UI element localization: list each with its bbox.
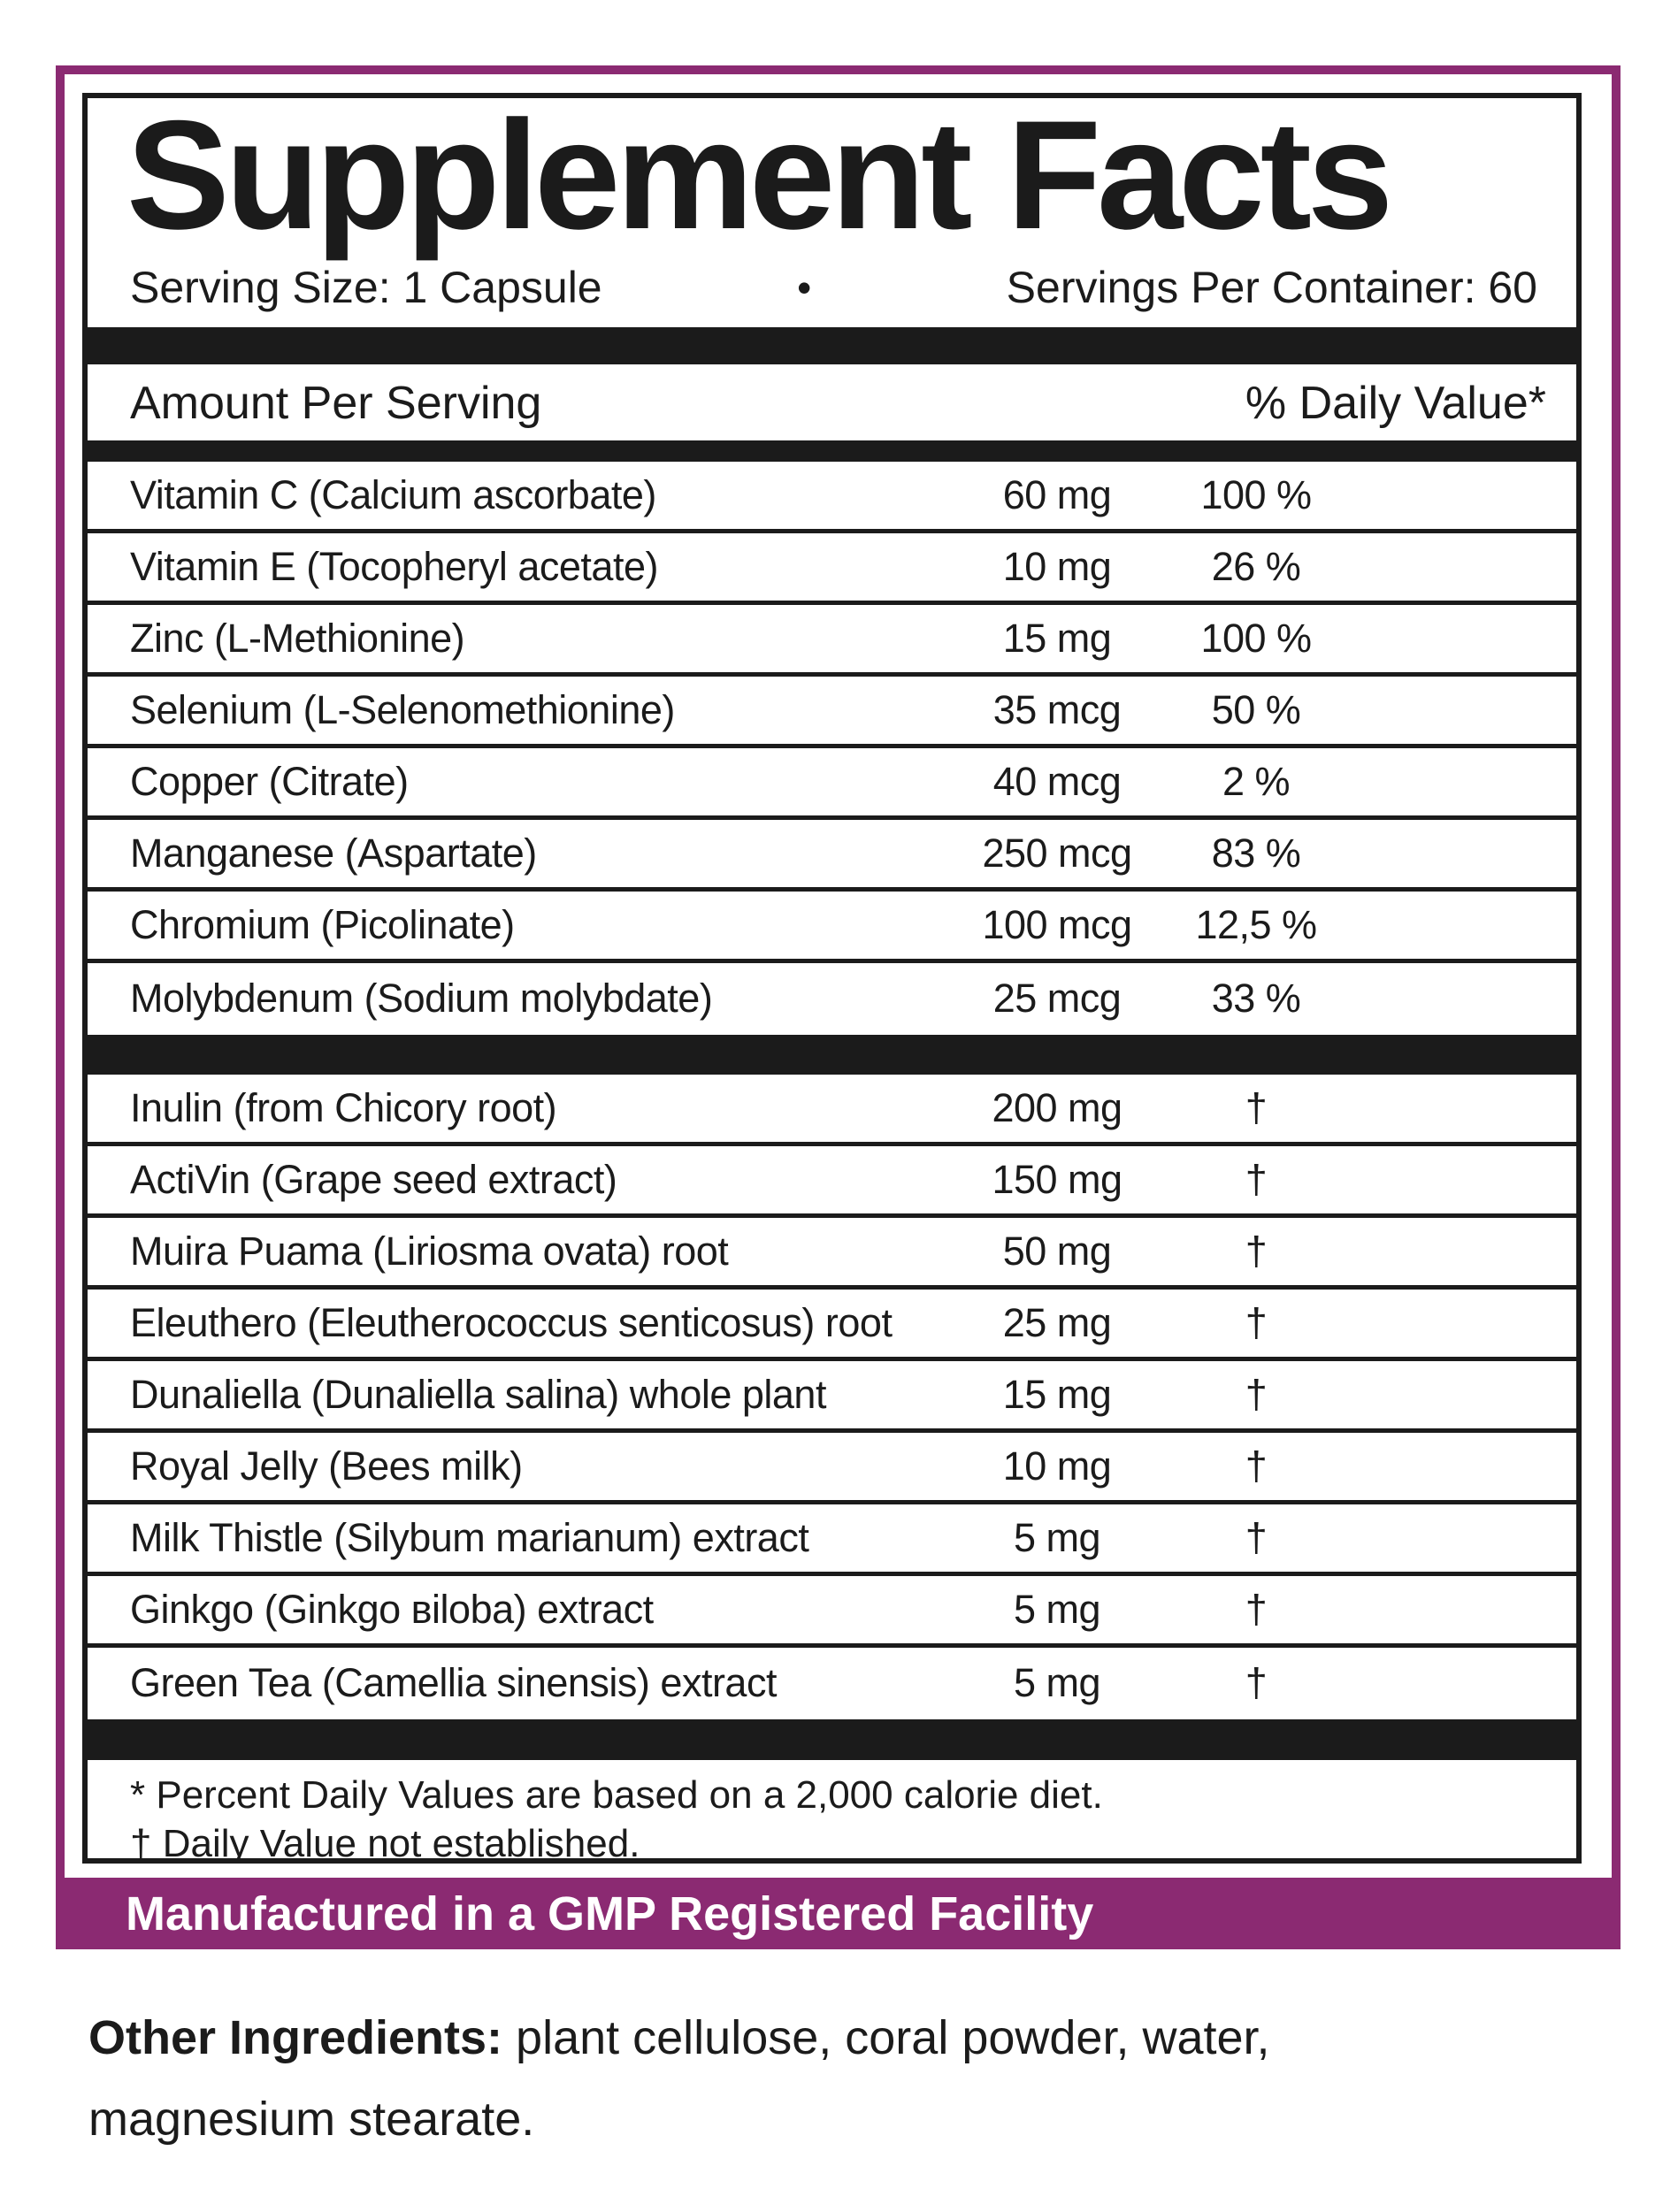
nutrient-daily-value: 33 % [1211, 976, 1301, 1021]
nutrient-daily-value: 2 % [1222, 758, 1291, 804]
nutrient-name: Ginkgo (Ginkgo вiloba) extract [130, 1586, 654, 1632]
nutrient-daily-value: 12,5 % [1195, 901, 1317, 947]
nutrient-row: Vitamin C (Calcium ascorbate) 60 mg 100 … [88, 462, 1576, 533]
serving-info-row: Serving Size: 1 Capsule • Servings Per C… [88, 249, 1576, 327]
nutrient-row: Green Tea (Camellia sinensis) extract 5 … [88, 1648, 1576, 1719]
nutrient-row: Ginkgo (Ginkgo вiloba) extract 5 mg † [88, 1576, 1576, 1648]
nutrient-amount: 5 mg [1013, 1660, 1101, 1705]
nutrient-amount: 15 mg [1002, 615, 1112, 661]
panel-title: Supplement Facts [126, 93, 1393, 262]
column-header-row: Amount Per Serving % Daily Value* [88, 364, 1576, 440]
nutrient-name: Vitamin E (Tocopheryl acetate) [130, 543, 658, 589]
nutrient-row: Royal Jelly (Bees milk) 10 mg † [88, 1433, 1576, 1504]
nutrient-name: Vitamin C (Calcium ascorbate) [130, 471, 656, 517]
nutrient-name: Copper (Citrate) [130, 758, 409, 804]
nutrient-daily-value: 26 % [1211, 543, 1301, 589]
nutrient-amount: 25 mg [1002, 1299, 1112, 1345]
nutrient-amount: 50 mg [1002, 1228, 1112, 1274]
nutrient-daily-value: † [1245, 1660, 1268, 1705]
nutrient-row: ActiVin (Grape seed extract) 150 mg † [88, 1146, 1576, 1218]
nutrient-daily-value: † [1245, 1084, 1268, 1130]
gmp-banner: Manufactured in a GMP Registered Facilit… [56, 1878, 1621, 1949]
nutrient-row: Selenium (L-Selenomethionine) 35 mcg 50 … [88, 677, 1576, 748]
nutrient-daily-value: 50 % [1211, 686, 1301, 732]
nutrient-amount: 25 mcg [992, 976, 1122, 1021]
nutrient-row: Muira Puama (Liriosma ovata) root 50 mg … [88, 1218, 1576, 1290]
footnotes: * Percent Daily Values are based on a 2,… [88, 1760, 1576, 1864]
serving-size: Serving Size: 1 Capsule [130, 262, 602, 312]
footnote-daily-values: * Percent Daily Values are based on a 2,… [130, 1772, 1103, 1817]
nutrient-daily-value: 83 % [1211, 830, 1301, 876]
nutrient-row: Milk Thistle (Silybum marianum) extract … [88, 1504, 1576, 1576]
supplement-facts-panel: Supplement Facts Serving Size: 1 Capsule… [82, 93, 1582, 1864]
divider-bar-bottom [88, 1718, 1576, 1760]
nutrient-row: Manganese (Aspartate) 250 mcg 83 % [88, 820, 1576, 892]
nutrient-row: Zinc (L-Methionine) 15 mg 100 % [88, 605, 1576, 677]
nutrient-name: Molybdenum (Sodium molybdate) [130, 976, 713, 1021]
nutrient-amount: 35 mcg [992, 686, 1122, 732]
servings-per-container: Servings Per Container: 60 [1006, 262, 1537, 312]
nutrient-name: Green Tea (Camellia sinensis) extract [130, 1660, 777, 1705]
other-ingredients-label: Other Ingredients: [88, 2011, 503, 2064]
nutrient-row: Molybdenum (Sodium molybdate) 25 mcg 33 … [88, 963, 1576, 1035]
nutrient-amount: 100 mcg [982, 901, 1132, 947]
nutrient-name: ActiVin (Grape seed extract) [130, 1156, 617, 1202]
nutrient-name: Inulin (from Chicory root) [130, 1084, 557, 1130]
other-ingredients: Other Ingredients: plant cellulose, cora… [88, 1997, 1521, 2160]
nutrient-daily-value: † [1245, 1228, 1268, 1274]
nutrient-row: Dunaliella (Dunaliella salina) whole pla… [88, 1361, 1576, 1433]
nutrient-amount: 200 mg [992, 1084, 1122, 1130]
nutrient-row: Eleuthero (Eleutherococcus senticosus) r… [88, 1290, 1576, 1361]
nutrient-amount: 60 mg [1002, 471, 1112, 517]
amount-per-serving-header: Amount Per Serving [130, 377, 542, 429]
nutrient-daily-value: † [1245, 1514, 1268, 1560]
nutrient-daily-value: † [1245, 1443, 1268, 1489]
nutrient-daily-value: † [1245, 1586, 1268, 1632]
nutrient-name: Zinc (L-Methionine) [130, 615, 465, 661]
nutrient-row: Vitamin E (Tocopheryl acetate) 10 mg 26 … [88, 533, 1576, 605]
nutrient-amount: 150 mg [992, 1156, 1122, 1202]
daily-value-header: % Daily Value* [1245, 377, 1546, 429]
nutrient-row: Copper (Citrate) 40 mcg 2 % [88, 748, 1576, 820]
nutrient-amount: 5 mg [1013, 1586, 1101, 1632]
nutrient-name: Selenium (L-Selenomethionine) [130, 686, 675, 732]
nutrient-daily-value: † [1245, 1371, 1268, 1417]
divider-bar-middle [88, 1034, 1576, 1075]
nutrient-amount: 40 mcg [992, 758, 1122, 804]
nutrient-name: Royal Jelly (Bees milk) [130, 1443, 523, 1489]
nutrient-daily-value: † [1245, 1156, 1268, 1202]
separator-dot-icon: • [797, 264, 812, 310]
footnote-not-established: † Daily Value not established. [130, 1821, 640, 1864]
gmp-banner-text: Manufactured in a GMP Registered Facilit… [126, 1887, 1094, 1940]
nutrient-name: Milk Thistle (Silybum marianum) extract [130, 1514, 809, 1560]
nutrient-name: Muira Puama (Liriosma ovata) root [130, 1228, 729, 1274]
other-ingredients-text: plant cellulose, coral powder, water, ma… [88, 2011, 1270, 2146]
nutrient-name: Chromium (Picolinate) [130, 901, 515, 947]
nutrient-name: Dunaliella (Dunaliella salina) whole pla… [130, 1371, 826, 1417]
nutrient-daily-value: 100 % [1200, 615, 1312, 661]
nutrient-amount: 5 mg [1013, 1514, 1101, 1560]
nutrient-row: Inulin (from Chicory root) 200 mg † [88, 1075, 1576, 1146]
nutrient-name: Manganese (Aspartate) [130, 830, 537, 876]
nutrient-daily-value: 100 % [1200, 471, 1312, 517]
nutrient-amount: 10 mg [1002, 1443, 1112, 1489]
nutrient-amount: 15 mg [1002, 1371, 1112, 1417]
divider-bar-top [88, 326, 1576, 364]
nutrient-name: Eleuthero (Eleutherococcus senticosus) r… [130, 1299, 893, 1345]
nutrient-daily-value: † [1245, 1299, 1268, 1345]
nutrient-row: Chromium (Picolinate) 100 mcg 12,5 % [88, 892, 1576, 963]
nutrient-amount: 250 mcg [982, 830, 1132, 876]
nutrient-amount: 10 mg [1002, 543, 1112, 589]
divider-bar-header [88, 440, 1576, 462]
